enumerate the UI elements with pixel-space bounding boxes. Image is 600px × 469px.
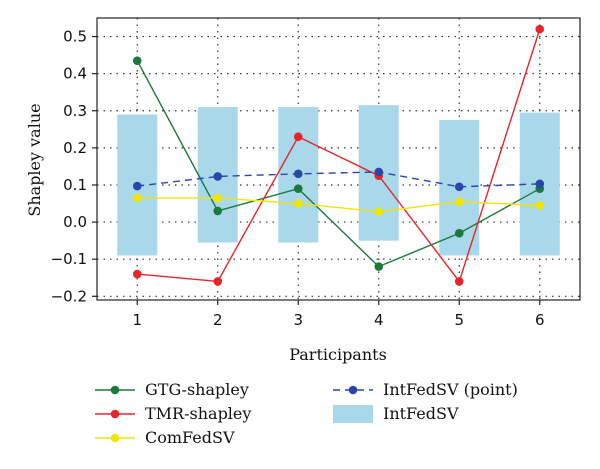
- series-3-point-4: [374, 167, 384, 177]
- series-line-0: [136, 60, 541, 268]
- series-2-point-1: [132, 193, 142, 203]
- series-2-point-2: [213, 193, 223, 203]
- legend-label-4: IntFedSV: [383, 404, 459, 423]
- series-3-point-1: [132, 181, 142, 191]
- series-2-point-6: [535, 201, 545, 210]
- series-2-point-4: [374, 207, 384, 216]
- legend-label-2: ComFedSV: [145, 428, 235, 447]
- series-1-point-5: [454, 277, 464, 286]
- x-axis-label: Participants: [289, 345, 387, 364]
- x-tick-label-2: 3: [293, 311, 303, 329]
- y-tick-label-3: 0.1: [63, 176, 87, 194]
- x-tick-label-4: 5: [454, 311, 464, 329]
- series-3-point-2: [213, 172, 223, 181]
- legend-label-3: IntFedSV (point): [383, 380, 518, 399]
- legend-label-0: GTG-shapley: [145, 380, 249, 399]
- x-tick-label-5: 6: [535, 311, 545, 329]
- legend: GTG-shapley TMR-shapley ComFedSV IntFedSV (…: [95, 380, 518, 447]
- series-3-point-3: [293, 169, 303, 179]
- series-1-point-1: [132, 269, 142, 279]
- legend-marker-3: [348, 385, 358, 395]
- series-line-1: [137, 28, 541, 283]
- series-1-point-2: [213, 277, 223, 286]
- series-2-point-3: [293, 199, 303, 208]
- y-tick-label-1: −0.1: [51, 250, 87, 268]
- y-tick-label-2: 0.0: [63, 213, 87, 231]
- series-3-point-6: [535, 179, 545, 189]
- series-points: [132, 24, 545, 286]
- series-line-2: [137, 197, 540, 213]
- series-1-point-3: [293, 132, 303, 142]
- series-0-point-3: [293, 184, 303, 193]
- y-tick-label-6: 0.4: [63, 65, 87, 83]
- series-2-point-5: [454, 197, 464, 206]
- series-0-point-1: [132, 56, 142, 65]
- series-lines: [136, 28, 541, 283]
- legend-label-1: TMR-shapley: [145, 404, 251, 423]
- series-line-3: [137, 171, 540, 188]
- y-tick-label-7: 0.5: [63, 28, 87, 46]
- x-axis-ticks: 1 2 3 4 5 6: [132, 300, 545, 329]
- x-tick-label-0: 1: [132, 311, 142, 329]
- series-0-point-2: [213, 206, 223, 216]
- y-tick-label-0: −0.2: [51, 287, 87, 305]
- y-axis-label: Shapley value: [25, 103, 44, 216]
- series-0-point-4: [374, 262, 384, 271]
- legend-box-4: [333, 405, 373, 423]
- y-axis-ticks: −0.2 −0.1 0.0 0.1 0.2 0.3 0.4 0.5: [51, 28, 97, 305]
- y-tick-label-5: 0.3: [63, 102, 87, 120]
- x-tick-label-3: 4: [374, 311, 384, 329]
- y-tick-label-4: 0.2: [63, 139, 87, 157]
- series-0-point-5: [454, 228, 464, 238]
- legend-marker-2: [110, 433, 120, 443]
- x-tick-label-1: 2: [213, 311, 223, 329]
- legend-marker-0: [110, 385, 120, 395]
- legend-marker-1: [110, 409, 120, 419]
- series-3-point-5: [454, 182, 464, 192]
- plot-frame: [96, 17, 581, 301]
- series-1-point-6: [535, 24, 545, 34]
